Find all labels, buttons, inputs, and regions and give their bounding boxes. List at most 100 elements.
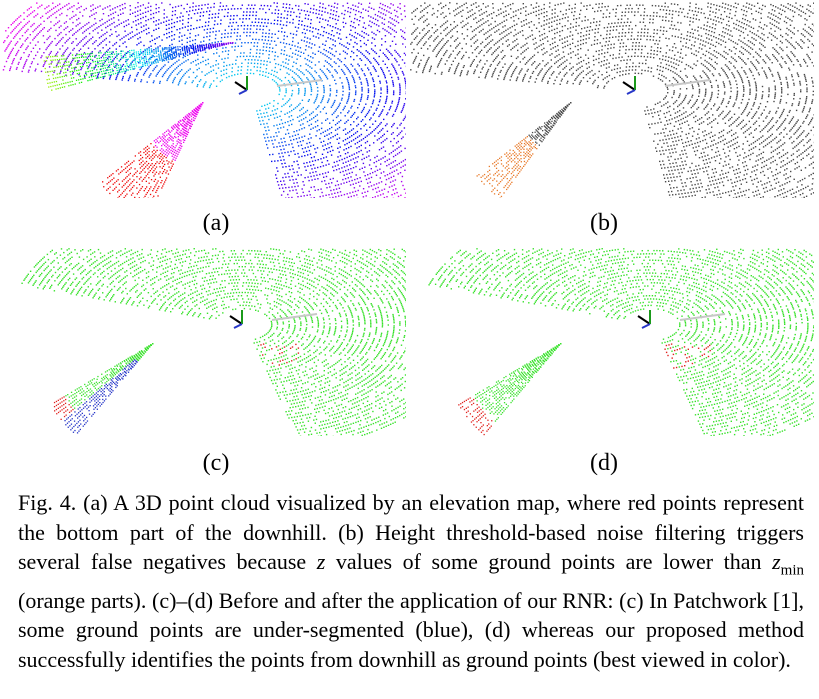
point (44, 62, 46, 64)
point (667, 123, 669, 125)
point (59, 3, 61, 5)
point (361, 192, 363, 194)
point (259, 66, 262, 69)
point (318, 21, 321, 23)
point (175, 124, 177, 127)
point (212, 27, 215, 29)
point (606, 51, 609, 54)
point (711, 65, 713, 67)
point (161, 60, 164, 62)
point (687, 47, 690, 49)
point (374, 135, 376, 137)
point (71, 42, 73, 44)
point (193, 51, 195, 53)
point (585, 42, 587, 44)
point (10, 50, 12, 53)
point (134, 78, 136, 81)
point (60, 69, 62, 71)
point (265, 140, 267, 142)
point (174, 149, 177, 152)
point (368, 6, 370, 8)
point (399, 56, 401, 58)
point (254, 59, 256, 61)
point (699, 43, 701, 45)
point (330, 154, 333, 156)
point (709, 70, 711, 72)
point (171, 127, 174, 129)
point (109, 180, 112, 182)
point (741, 80, 743, 82)
point (332, 26, 334, 28)
point (155, 62, 157, 64)
point (695, 115, 697, 117)
point (397, 195, 400, 198)
point (392, 113, 395, 116)
point (329, 178, 332, 180)
point (286, 21, 288, 23)
point (611, 69, 613, 71)
point (332, 13, 334, 16)
point (337, 164, 339, 166)
point (66, 14, 68, 17)
point (219, 80, 222, 83)
point (151, 56, 154, 58)
point (664, 124, 666, 126)
point (204, 82, 206, 85)
point (193, 28, 195, 30)
point (191, 113, 193, 115)
point (178, 40, 181, 42)
point (237, 45, 239, 47)
point (342, 94, 344, 96)
point (187, 21, 189, 24)
point (383, 188, 386, 190)
point (176, 73, 179, 76)
point (326, 68, 328, 70)
point (16, 41, 19, 43)
point (85, 71, 87, 73)
point (725, 73, 727, 76)
point (717, 93, 719, 95)
point (104, 72, 106, 75)
point (566, 72, 568, 74)
point (678, 96, 680, 99)
point (252, 31, 255, 34)
point (300, 51, 302, 53)
point (46, 6, 48, 8)
point (226, 15, 229, 17)
point (145, 20, 147, 22)
point (159, 171, 161, 173)
point (163, 137, 165, 139)
point (284, 173, 286, 175)
point (80, 53, 82, 55)
point (131, 49, 133, 52)
point (267, 39, 270, 42)
point (342, 129, 345, 131)
point (153, 52, 155, 55)
point (632, 65, 634, 68)
point (381, 189, 383, 191)
point (305, 150, 308, 153)
point (304, 49, 307, 51)
point (727, 53, 729, 55)
point (194, 42, 196, 45)
panel-b-height-threshold (410, 2, 814, 198)
point (358, 76, 361, 78)
point (353, 98, 356, 101)
point (679, 135, 682, 137)
point (309, 11, 311, 13)
point (183, 74, 185, 76)
point (606, 76, 608, 78)
point (588, 37, 590, 39)
point (127, 170, 129, 172)
point (392, 180, 394, 182)
point (199, 44, 201, 46)
point (333, 55, 336, 57)
point (199, 48, 201, 50)
point (106, 189, 108, 191)
point (656, 32, 658, 35)
point (257, 21, 260, 24)
point (392, 4, 394, 6)
point (283, 148, 285, 150)
point (601, 74, 603, 76)
point (722, 99, 724, 102)
